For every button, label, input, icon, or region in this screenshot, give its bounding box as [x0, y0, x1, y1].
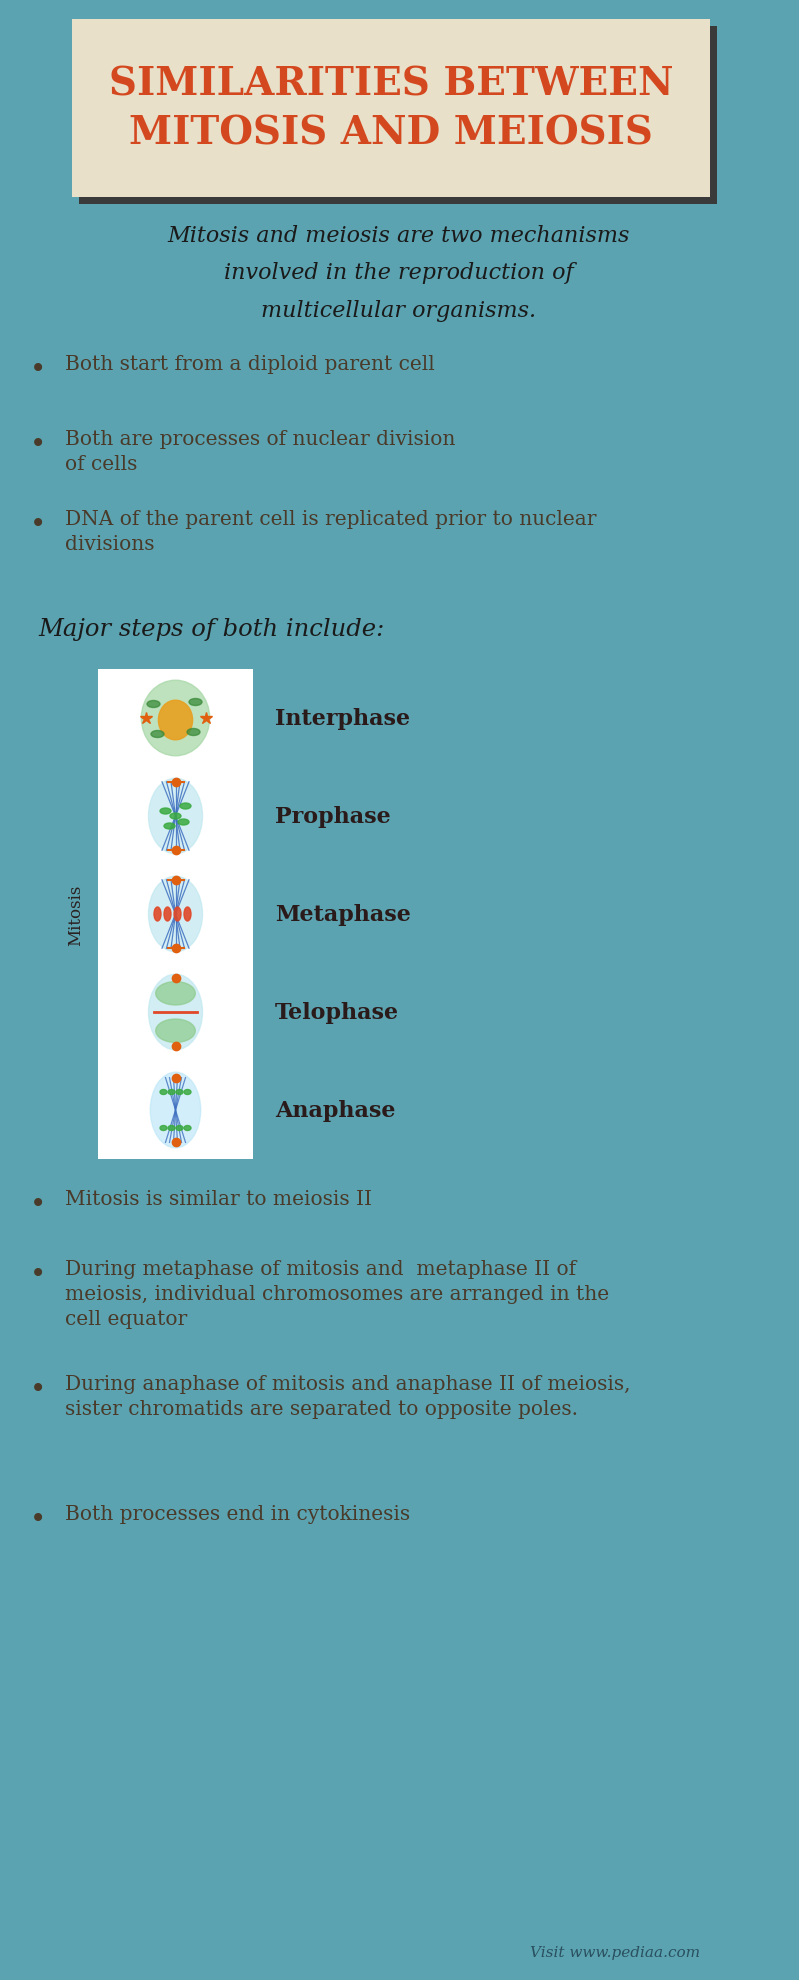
Text: Prophase: Prophase [275, 806, 391, 828]
Ellipse shape [160, 1089, 167, 1095]
Ellipse shape [147, 701, 160, 709]
Ellipse shape [180, 804, 191, 810]
Ellipse shape [176, 1127, 183, 1131]
Text: During metaphase of mitosis and  metaphase II of
meiosis, individual chromosomes: During metaphase of mitosis and metaphas… [65, 1259, 609, 1329]
Text: •: • [30, 430, 46, 457]
Text: Mitosis: Mitosis [67, 883, 85, 944]
Ellipse shape [178, 820, 189, 826]
Ellipse shape [158, 701, 193, 741]
Text: Mitosis is similar to meiosis II: Mitosis is similar to meiosis II [65, 1190, 372, 1208]
Text: •: • [30, 1259, 46, 1287]
Ellipse shape [160, 1127, 167, 1131]
Text: DNA of the parent cell is replicated prior to nuclear
divisions: DNA of the parent cell is replicated pri… [65, 509, 597, 554]
Text: Interphase: Interphase [275, 707, 410, 731]
Text: •: • [30, 354, 46, 382]
Ellipse shape [156, 982, 195, 1006]
Ellipse shape [150, 1073, 201, 1148]
Ellipse shape [189, 699, 202, 707]
Ellipse shape [149, 778, 202, 853]
Text: Anaphase: Anaphase [275, 1099, 396, 1121]
Ellipse shape [168, 1127, 175, 1131]
Ellipse shape [170, 814, 181, 820]
Text: Telophase: Telophase [275, 1002, 400, 1024]
Ellipse shape [184, 1089, 191, 1095]
Text: •: • [30, 1374, 46, 1402]
FancyBboxPatch shape [79, 28, 717, 204]
Text: Both processes end in cytokinesis: Both processes end in cytokinesis [65, 1505, 410, 1523]
Ellipse shape [154, 907, 161, 921]
Text: •: • [30, 1190, 46, 1218]
Ellipse shape [184, 907, 191, 921]
Ellipse shape [141, 681, 209, 756]
Text: Major steps of both include:: Major steps of both include: [38, 618, 384, 642]
Ellipse shape [164, 824, 175, 830]
Ellipse shape [168, 1089, 175, 1095]
Text: During anaphase of mitosis and anaphase II of meiosis,
sister chromatids are sep: During anaphase of mitosis and anaphase … [65, 1374, 630, 1418]
Ellipse shape [149, 974, 202, 1049]
FancyBboxPatch shape [72, 20, 710, 198]
Ellipse shape [151, 731, 164, 739]
Ellipse shape [187, 729, 200, 737]
Ellipse shape [160, 808, 171, 814]
Ellipse shape [176, 1089, 183, 1095]
Ellipse shape [164, 907, 171, 921]
Ellipse shape [156, 1020, 195, 1043]
Ellipse shape [149, 877, 202, 952]
Ellipse shape [174, 907, 181, 921]
Text: Visit www.pediaa.com: Visit www.pediaa.com [530, 1944, 700, 1958]
Text: •: • [30, 1505, 46, 1533]
Text: Both are processes of nuclear division
of cells: Both are processes of nuclear division o… [65, 430, 455, 473]
FancyBboxPatch shape [98, 669, 253, 1160]
Text: Mitosis and meiosis are two mechanisms
involved in the reproduction of
multicell: Mitosis and meiosis are two mechanisms i… [168, 226, 630, 321]
Text: SIMILARITIES BETWEEN
MITOSIS AND MEIOSIS: SIMILARITIES BETWEEN MITOSIS AND MEIOSIS [109, 65, 674, 152]
Text: •: • [30, 509, 46, 539]
Text: Metaphase: Metaphase [275, 903, 411, 925]
Ellipse shape [184, 1127, 191, 1131]
Text: Both start from a diploid parent cell: Both start from a diploid parent cell [65, 354, 435, 374]
